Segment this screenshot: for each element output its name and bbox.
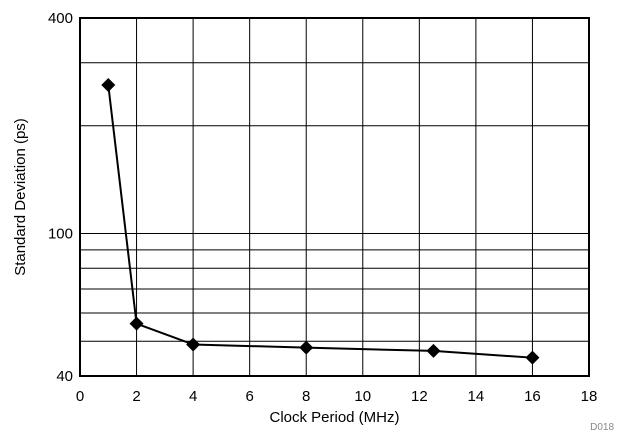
y-tick-label: 400 bbox=[48, 10, 73, 27]
series-line bbox=[107, 84, 533, 359]
y-tick-label: 100 bbox=[48, 226, 73, 243]
x-tick-label: 12 bbox=[411, 388, 428, 405]
data-point bbox=[426, 343, 441, 358]
x-tick-label: 14 bbox=[468, 388, 485, 405]
x-tick-label: 8 bbox=[302, 388, 310, 405]
data-point bbox=[129, 316, 144, 331]
figure-id: D018 bbox=[590, 422, 614, 433]
x-tick-label: 16 bbox=[524, 388, 541, 405]
data-point bbox=[299, 340, 314, 355]
x-tick-label: 6 bbox=[245, 388, 253, 405]
y-tick-label: 40 bbox=[56, 368, 73, 385]
data-point bbox=[525, 350, 540, 365]
x-tick-label: 18 bbox=[581, 388, 598, 405]
data-point bbox=[101, 77, 116, 92]
x-axis-title: Clock Period (MHz) bbox=[269, 409, 399, 426]
y-axis-title: Standard Deviation (ps) bbox=[12, 118, 29, 276]
x-tick-label: 10 bbox=[354, 388, 371, 405]
series bbox=[101, 77, 540, 365]
x-tick-label: 2 bbox=[132, 388, 140, 405]
grid bbox=[80, 18, 589, 376]
tick-labels: 0 2 4 6 8 10 12 14 16 18 40 100 400 bbox=[48, 10, 597, 405]
data-point bbox=[186, 337, 201, 352]
plot-frame bbox=[79, 17, 590, 377]
x-tick-label: 4 bbox=[189, 388, 197, 405]
x-tick-label: 0 bbox=[76, 388, 84, 405]
